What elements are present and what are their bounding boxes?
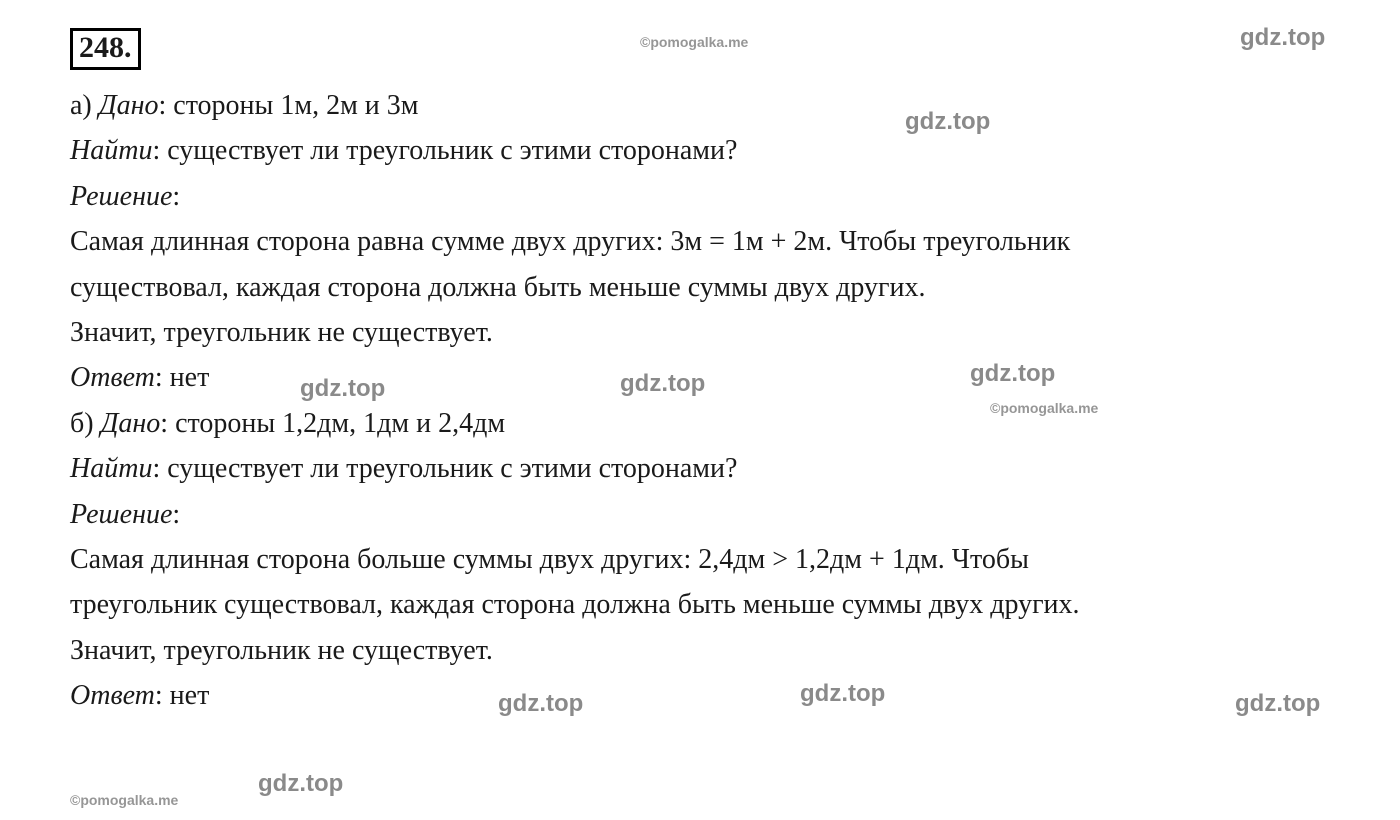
find-label-a: Найти	[70, 135, 152, 166]
answer-label-a: Ответ	[70, 362, 155, 393]
given-text-b: : стороны 1,2дм, 1дм и 2,4дм	[160, 408, 505, 439]
part-b-solution-line2: треугольник существовал, каждая сторона …	[70, 583, 1330, 626]
part-a-solution-label: Решение:	[70, 175, 1330, 218]
watermark-gdz-1: gdz.top	[1240, 24, 1325, 52]
part-a-solution-line1: Самая длинная сторона равна сумме двух д…	[70, 220, 1330, 263]
part-b-given: б) Дано: стороны 1,2дм, 1дм и 2,4дм	[70, 402, 1330, 445]
solution-label-a: Решение	[70, 181, 172, 212]
part-b-solution-label: Решение:	[70, 493, 1330, 536]
given-label-b: Дано	[101, 408, 161, 439]
given-label-a: Дано	[99, 90, 159, 121]
find-text-b: : существует ли треугольник с этими стор…	[152, 453, 737, 484]
answer-label-b: Ответ	[70, 680, 155, 711]
find-text-a: : существует ли треугольник с этими стор…	[152, 135, 737, 166]
part-a-solution-line2: существовал, каждая сторона должна быть …	[70, 266, 1330, 309]
part-b-find: Найти: существует ли треугольник с этими…	[70, 447, 1330, 490]
part-b-answer: Ответ: нет	[70, 674, 1330, 717]
part-a-label: а)	[70, 90, 99, 121]
watermark-gdz-9: gdz.top	[258, 770, 343, 798]
answer-text-a: : нет	[155, 362, 209, 393]
part-a-solution-line3: Значит, треугольник не существует.	[70, 311, 1330, 354]
part-a-answer: Ответ: нет	[70, 356, 1330, 399]
watermark-pom-3: ©pomogalka.me	[70, 792, 178, 808]
part-b-solution-line1: Самая длинная сторона больше суммы двух …	[70, 538, 1330, 581]
solution-label-b: Решение	[70, 499, 172, 530]
watermark-pom-1: ©pomogalka.me	[640, 34, 748, 50]
part-a-given: а) Дано: стороны 1м, 2м и 3м	[70, 84, 1330, 127]
solution-colon-b: :	[172, 499, 180, 530]
find-label-b: Найти	[70, 453, 152, 484]
part-b-solution-line3: Значит, треугольник не существует.	[70, 629, 1330, 672]
answer-text-b: : нет	[155, 680, 209, 711]
solution-colon-a: :	[172, 181, 180, 212]
problem-number: 248.	[70, 28, 141, 70]
given-text-a: : стороны 1м, 2м и 3м	[158, 90, 418, 121]
part-a-find: Найти: существует ли треугольник с этими…	[70, 129, 1330, 172]
part-b-label: б)	[70, 408, 101, 439]
